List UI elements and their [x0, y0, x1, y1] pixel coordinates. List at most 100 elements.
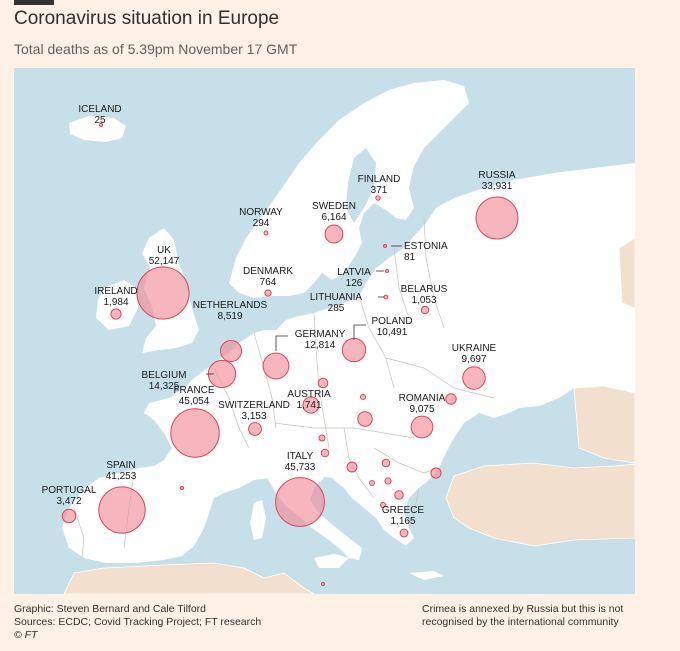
label-russia-value: 33,931 [482, 181, 513, 192]
sea-gulf-of-bothnia [346, 148, 376, 223]
bubble-iceland [99, 123, 103, 127]
bubble-andorra [180, 486, 184, 490]
label-austria-name: AUSTRIA [287, 389, 331, 400]
label-lithuania-value: 285 [328, 303, 345, 314]
label-romania-name: ROMANIA [399, 393, 446, 404]
label-netherlands-value: 8,519 [217, 311, 242, 322]
label-ukraine-value: 9,697 [461, 354, 486, 365]
label-norway: NORWAY 294 [239, 207, 283, 229]
label-latvia-value: 126 [346, 278, 363, 289]
land-kazakhstan [618, 237, 635, 309]
label-france-value: 45,054 [179, 396, 210, 407]
label-russia: RUSSIA 33,931 [478, 170, 516, 192]
bubble-estonia [383, 244, 387, 248]
label-uk-name: UK [157, 245, 171, 256]
label-germany: GERMANY 12,814 [295, 329, 346, 351]
label-denmark-value: 764 [260, 277, 277, 288]
crimea-note: Crimea is annexed by Russia but this is … [422, 603, 624, 628]
label-greece-name: GREECE [382, 505, 425, 516]
bubble-croatia [320, 448, 330, 458]
label-ireland-name: IRELAND [94, 286, 137, 297]
label-italy-name: ITALY [287, 451, 314, 462]
label-layer: ICELAND 25 FINLAND 371 RUSSIA 33,931 NORWAY 294… [42, 104, 516, 527]
label-romania: ROMANIA 9,075 [399, 393, 446, 415]
label-belgium: BELGIUM 14,325 [141, 370, 186, 392]
label-italy: ITALY 45,733 [285, 451, 316, 473]
bubble-spain [98, 486, 146, 534]
bubble-poland [341, 337, 367, 363]
label-finland-value: 371 [371, 185, 388, 196]
bubble-moldova [445, 393, 457, 405]
label-portugal-value: 3,472 [56, 496, 81, 507]
label-spain-name: SPAIN [106, 460, 135, 471]
label-belarus: BELARUS 1,053 [401, 284, 448, 306]
label-poland: POLAND 10,491 [371, 316, 412, 338]
chart-subtitle: Total deaths as of 5.39pm November 17 GM… [14, 41, 298, 57]
label-estonia: ESTONIA 81 [404, 241, 448, 263]
label-austria: AUSTRIA 1,741 [287, 389, 331, 411]
bubble-france [170, 408, 220, 458]
label-finland-name: FINLAND [358, 174, 401, 185]
bubble-norway [263, 230, 269, 236]
label-iceland-name: ICELAND [78, 104, 121, 115]
label-poland-name: POLAND [371, 316, 412, 327]
land-africa [63, 562, 315, 594]
label-sweden: SWEDEN 6,164 [312, 201, 356, 223]
label-belgium-name: BELGIUM [141, 370, 186, 381]
bubble-italy [275, 477, 325, 527]
bubble-serbia [381, 458, 391, 468]
label-ukraine: UKRAINE 9,697 [452, 343, 497, 365]
label-sweden-name: SWEDEN [312, 201, 356, 212]
label-portugal-name: PORTUGAL [42, 485, 97, 496]
land-turkey [445, 462, 635, 547]
bubble-lithuania [383, 294, 389, 300]
bubble-austria [317, 377, 329, 389]
label-latvia-name: LATVIA [337, 267, 371, 278]
label-greece-value: 1,165 [390, 516, 415, 527]
bubble-hungary [357, 411, 373, 427]
bubble-kosovo [384, 477, 392, 485]
label-belgium-value: 14,325 [149, 381, 180, 392]
bubble-montenegro [369, 480, 375, 486]
label-poland-value: 10,491 [377, 327, 408, 338]
bubble-finland [375, 195, 381, 201]
label-denmark-name: DENMARK [243, 266, 293, 277]
label-uk: UK 52,147 [149, 245, 180, 267]
label-finland: FINLAND 371 [358, 174, 401, 196]
label-iceland-value: 25 [94, 115, 106, 126]
bubble-czechia [302, 396, 320, 414]
label-france-name: FRANCE [173, 385, 214, 396]
land-sicily [314, 554, 349, 568]
label-sweden-value: 6,164 [321, 212, 346, 223]
label-portugal: PORTUGAL 3,472 [42, 485, 97, 507]
bubble-sweden [324, 224, 344, 244]
bubble-bulgaria [430, 467, 442, 479]
label-lithuania-name: LITHUANIA [310, 292, 363, 303]
label-uk-value: 52,147 [149, 256, 180, 267]
bubble-slovenia [318, 434, 326, 442]
map-canvas: ICELAND 25 FINLAND 371 RUSSIA 33,931 NORWAY 294… [14, 68, 635, 594]
europe-map: ICELAND 25 FINLAND 371 RUSSIA 33,931 NORWAY 294… [14, 68, 635, 594]
bubble-bosnia [346, 461, 358, 473]
label-spain: SPAIN 41,253 [106, 460, 137, 482]
bubble-north-macedonia [394, 490, 404, 500]
label-ukraine-name: UKRAINE [452, 343, 497, 354]
bubble-malta [321, 582, 325, 586]
label-iceland: ICELAND 25 [78, 104, 121, 126]
label-belarus-value: 1,053 [411, 295, 436, 306]
label-norway-value: 294 [253, 218, 270, 229]
bubble-switzerland [248, 422, 262, 436]
land-sardinia [250, 500, 266, 540]
bubble-ireland [110, 308, 122, 320]
label-netherlands: NETHERLANDS 8,519 [193, 300, 268, 322]
label-switzerland-value: 3,153 [241, 411, 266, 422]
label-russia-name: RUSSIA [478, 170, 516, 181]
label-estonia-name: ESTONIA [404, 241, 448, 252]
bubble-russia [475, 196, 519, 240]
label-latvia: LATVIA 126 [337, 267, 371, 289]
label-estonia-value: 81 [404, 252, 416, 263]
bubble-layer [61, 123, 519, 586]
label-greece: GREECE 1,165 [382, 505, 425, 527]
chart-title: Coronavirus situation in Europe [14, 8, 280, 29]
ft-copyright: © FT [14, 629, 38, 641]
